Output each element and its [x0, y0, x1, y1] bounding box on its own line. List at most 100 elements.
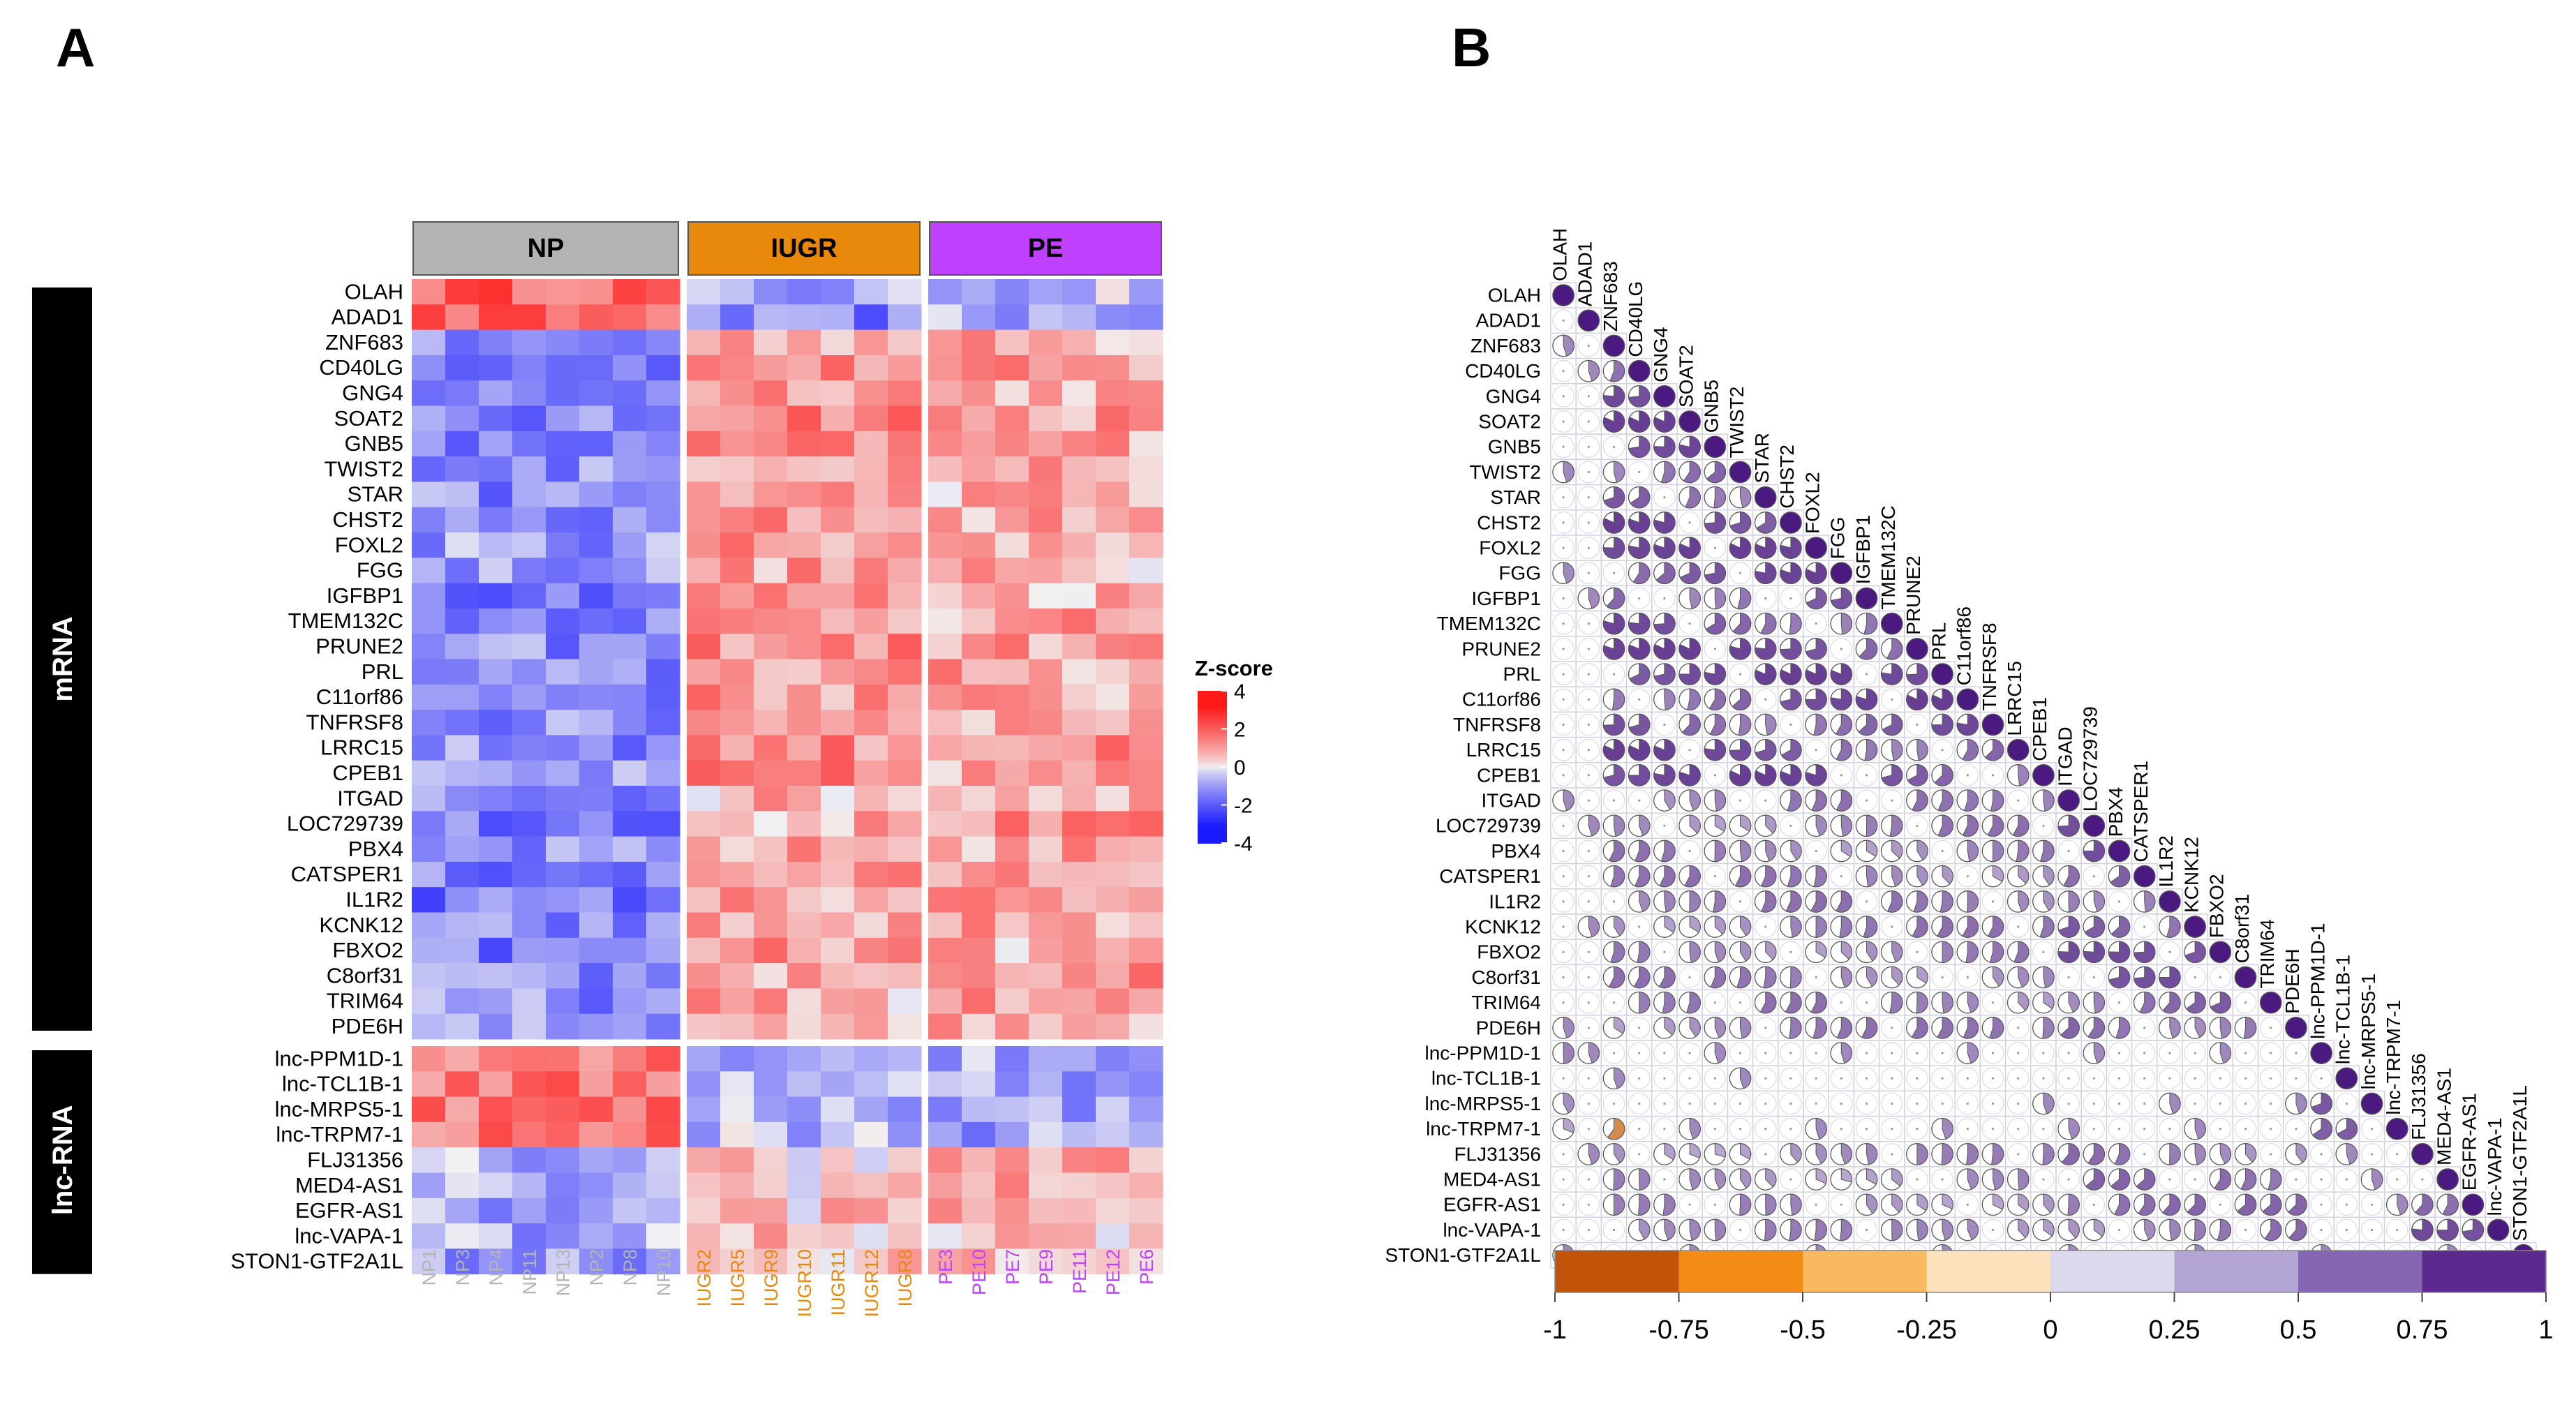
- corr-pie-slice: [2058, 916, 2080, 938]
- heatmap-cell: [613, 634, 647, 659]
- heatmap-cell: [1062, 861, 1096, 888]
- corr-empty: [1830, 991, 1853, 1014]
- heatmap-cell: [479, 684, 513, 710]
- heatmap-cell: [579, 760, 613, 786]
- heatmap-cell: [1029, 1248, 1063, 1275]
- heatmap-cell: [1129, 634, 1163, 659]
- corr-dot: [2270, 1027, 2272, 1029]
- heatmap-cell: [546, 1046, 580, 1072]
- heatmap-cell: [1029, 836, 1063, 863]
- corr-pie-slice: [2166, 916, 2181, 938]
- corr-pie-slice: [1713, 486, 1726, 509]
- corr-dot: [1562, 875, 1565, 878]
- heatmap-cell: [1096, 684, 1130, 710]
- corr-dot: [2017, 1027, 2020, 1029]
- gene-label: lnc-PPM1D-1: [275, 1046, 403, 1070]
- heatmap-cell: [546, 1223, 580, 1249]
- corr-dot: [1638, 698, 1641, 701]
- corr-empty: [2209, 1193, 2232, 1216]
- heatmap-cell: [613, 1046, 647, 1072]
- corr-pie-slice: [1830, 688, 1852, 710]
- heatmap-cell: [888, 1197, 922, 1224]
- heatmap-cell: [1096, 1071, 1130, 1098]
- heatmap-cell: [854, 456, 888, 482]
- corr-pie-slice: [1916, 991, 1928, 1014]
- corr-empty: [2234, 1218, 2257, 1241]
- corr-empty: [1602, 789, 1625, 812]
- corr-dot: [1713, 1203, 1716, 1206]
- corr-pie-slice: [1613, 1168, 1625, 1191]
- corr-pie-slice: [1787, 865, 1802, 888]
- heatmap-panel: OLAHADAD1ZNF683CD40LGGNG4SOAT2GNB5TWIST2…: [32, 221, 1273, 1318]
- heatmap-cell: [962, 583, 996, 609]
- corr-dot: [1840, 1077, 1842, 1080]
- heatmap-cell: [754, 1071, 788, 1098]
- heatmap-cell: [512, 861, 546, 888]
- heatmap-cell: [445, 659, 479, 685]
- corr-dot: [1764, 1027, 1767, 1029]
- heatmap-cell: [512, 1071, 546, 1098]
- corr-pie-slice: [1891, 865, 1903, 887]
- heatmap-cell: [928, 710, 962, 736]
- corr-empty: [1956, 764, 1979, 786]
- heatmap-cell: [888, 887, 922, 913]
- corr-dot: [2168, 1052, 2171, 1054]
- heatmap-cell: [646, 532, 680, 558]
- colorbar-tick-label: -0.25: [1896, 1315, 1957, 1345]
- corr-pie-slice: [1761, 890, 1777, 913]
- corr-pie-slice: [2219, 1017, 2231, 1039]
- corr-pie-slice: [2436, 1218, 2459, 1241]
- corr-empty: [1956, 966, 1979, 989]
- corr-pie-slice: [2311, 1092, 2332, 1115]
- heatmap-cell: [754, 963, 788, 989]
- gene-label: OLAH: [345, 279, 403, 304]
- corr-pie-slice: [1937, 916, 1953, 938]
- heatmap-cell: [720, 786, 754, 812]
- corr-pie-slice: [1734, 865, 1752, 888]
- corr-dot: [1713, 1102, 1716, 1105]
- zscore-legend-step: [1198, 809, 1227, 814]
- corr-pie-slice: [1602, 512, 1625, 534]
- heatmap-cell: [928, 912, 962, 939]
- corr-pie-slice: [1984, 738, 2004, 761]
- corr-pie-slice: [1653, 410, 1676, 433]
- corr-empty: [2335, 1193, 2358, 1216]
- corr-empty: [1704, 865, 1727, 888]
- corr-dot: [1966, 1102, 1969, 1105]
- colorbar-tick-label: 1: [2538, 1315, 2553, 1345]
- heatmap-cell: [479, 1172, 513, 1199]
- corr-dot: [1815, 1077, 1817, 1080]
- heatmap-cell: [754, 456, 788, 482]
- corr-dot: [1638, 1027, 1641, 1029]
- heatmap-cell: [995, 1071, 1029, 1098]
- heatmap-cell: [1029, 937, 1063, 964]
- corr-empty: [2234, 1117, 2257, 1140]
- heatmap-cell: [1062, 1172, 1096, 1199]
- corr-col-label: lnc-MRPS5-1: [2358, 973, 2379, 1089]
- heatmap-cell: [720, 861, 754, 888]
- corr-pie-slice: [1678, 638, 1701, 660]
- heatmap-cell: [445, 811, 479, 837]
- corr-col-label: STAR: [1751, 433, 1773, 484]
- heatmap-cell: [613, 937, 647, 964]
- corr-empty: [1653, 486, 1676, 509]
- corr-empty: [2057, 1067, 2080, 1090]
- corr-pie-slice: [1588, 916, 1600, 938]
- corr-pie-slice: [1906, 688, 1928, 710]
- heatmap-cell: [512, 431, 546, 457]
- corr-pie-slice: [1805, 663, 1827, 685]
- corr-empty: [1653, 1067, 1676, 1090]
- corr-dot: [1739, 900, 1742, 903]
- heatmap-cell: [1129, 1147, 1163, 1173]
- heatmap-cell: [928, 380, 962, 406]
- corr-pie-slice: [1840, 839, 1852, 858]
- corr-pie-slice: [1866, 1193, 1878, 1214]
- heatmap-cell: [412, 684, 446, 710]
- heatmap-cell: [512, 836, 546, 863]
- heatmap-cell: [821, 1248, 855, 1275]
- corr-empty: [1577, 890, 1600, 913]
- corr-empty: [1729, 1042, 1752, 1064]
- corr-pie-slice: [2295, 1092, 2307, 1114]
- corr-dot: [1789, 1102, 1792, 1105]
- heatmap-cell: [854, 354, 888, 381]
